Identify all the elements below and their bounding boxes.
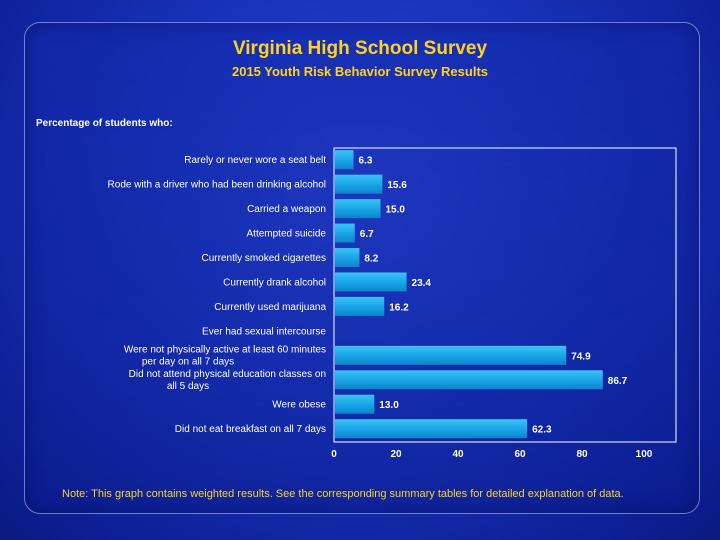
x-tick-label: 20: [390, 449, 402, 460]
value-label: 13.0: [379, 400, 399, 411]
x-tick-label: 0: [331, 449, 337, 460]
category-label: Were obese: [272, 400, 326, 411]
bar: [335, 248, 360, 268]
category-label: Currently smoked cigarettes: [202, 253, 327, 264]
x-tick-label: 40: [452, 449, 464, 460]
category-label: Currently used marijuana: [214, 302, 326, 313]
bar: [335, 370, 603, 390]
x-tick-label: 100: [636, 449, 653, 460]
x-tick-label: 80: [576, 449, 588, 460]
bar: [335, 223, 355, 243]
category-label: Rode with a driver who had been drinking…: [108, 180, 326, 191]
category-label: Were not physically active at least 60 m…: [124, 344, 326, 367]
page-title: Virginia High School Survey: [232, 38, 488, 59]
bar: [335, 394, 375, 414]
value-label: 6.7: [360, 229, 374, 240]
bar: [335, 199, 381, 219]
value-label: 6.3: [359, 156, 373, 167]
category-label: Attempted suicide: [247, 229, 327, 240]
x-tick-label: 60: [514, 449, 526, 460]
value-label: 74.9: [571, 351, 591, 362]
bar: [335, 296, 385, 316]
value-label: 62.3: [532, 425, 552, 436]
plot-area: [333, 147, 677, 443]
chart-caption: Percentage of students who:: [36, 118, 173, 129]
value-label: 8.2: [364, 254, 378, 265]
value-label: 23.4: [412, 278, 432, 289]
bar: [335, 174, 383, 194]
value-label: 16.2: [389, 302, 409, 313]
bar: [335, 272, 407, 292]
value-label: 86.7: [608, 376, 628, 387]
bar: [335, 419, 528, 439]
category-label: Currently drank alcohol: [223, 277, 326, 288]
category-label: Rarely or never wore a seat belt: [184, 155, 326, 166]
category-label: Did not attend physical education classe…: [129, 369, 326, 392]
footnote: Note: This graph contains weighted resul…: [62, 488, 624, 500]
page-subtitle: 2015 Youth Risk Behavior Survey Results: [231, 64, 488, 79]
category-label: Ever had sexual intercourse: [202, 326, 326, 337]
category-label: Did not eat breakfast on all 7 days: [175, 424, 326, 435]
bar: [335, 150, 354, 170]
value-label: 15.6: [387, 180, 407, 191]
category-label: Carried a weapon: [247, 204, 326, 215]
bar: [335, 345, 567, 365]
value-label: 15.0: [386, 205, 406, 216]
